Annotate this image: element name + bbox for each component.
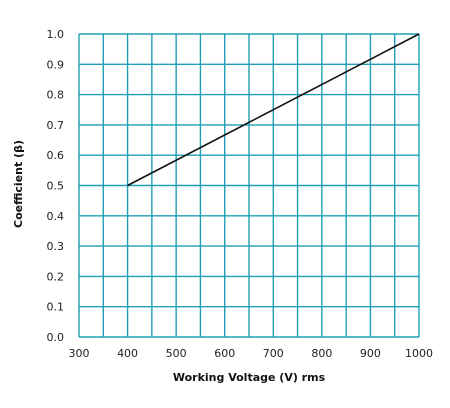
- x-axis-label: Working Voltage (V) rms: [173, 371, 326, 384]
- x-tick-label: 600: [214, 347, 235, 360]
- x-tick-label: 800: [311, 347, 332, 360]
- y-tick-label: 0.9: [47, 58, 65, 71]
- y-tick-label: 0.1: [47, 301, 65, 314]
- x-tick-label: 400: [117, 347, 138, 360]
- y-tick-label: 0.5: [47, 180, 65, 193]
- x-tick-label: 500: [166, 347, 187, 360]
- grid: [78, 33, 420, 338]
- y-axis-label: Coefficient (β): [12, 140, 25, 228]
- x-tick-label: 300: [69, 347, 90, 360]
- series-line: [127, 33, 420, 187]
- x-axis-ticks: 300 400 500 600 700 800 900 1000: [69, 347, 434, 360]
- y-tick-label: 0.8: [47, 89, 65, 102]
- y-axis-ticks: 0.0 0.1 0.2 0.3 0.4 0.5 0.6 0.7 0.8 0.9 1.0: [47, 28, 65, 344]
- x-tick-label: 1000: [405, 347, 433, 360]
- y-tick-label: 0.7: [47, 119, 65, 132]
- y-tick-label: 1.0: [47, 28, 65, 41]
- series-layer: [127, 33, 420, 187]
- y-tick-label: 0.2: [47, 270, 65, 283]
- x-tick-label: 700: [263, 347, 284, 360]
- x-tick-label: 900: [360, 347, 381, 360]
- y-tick-label: 0.6: [47, 149, 65, 162]
- y-tick-label: 0.4: [47, 210, 65, 223]
- y-tick-label: 0.0: [47, 331, 65, 344]
- y-tick-label: 0.3: [47, 240, 65, 253]
